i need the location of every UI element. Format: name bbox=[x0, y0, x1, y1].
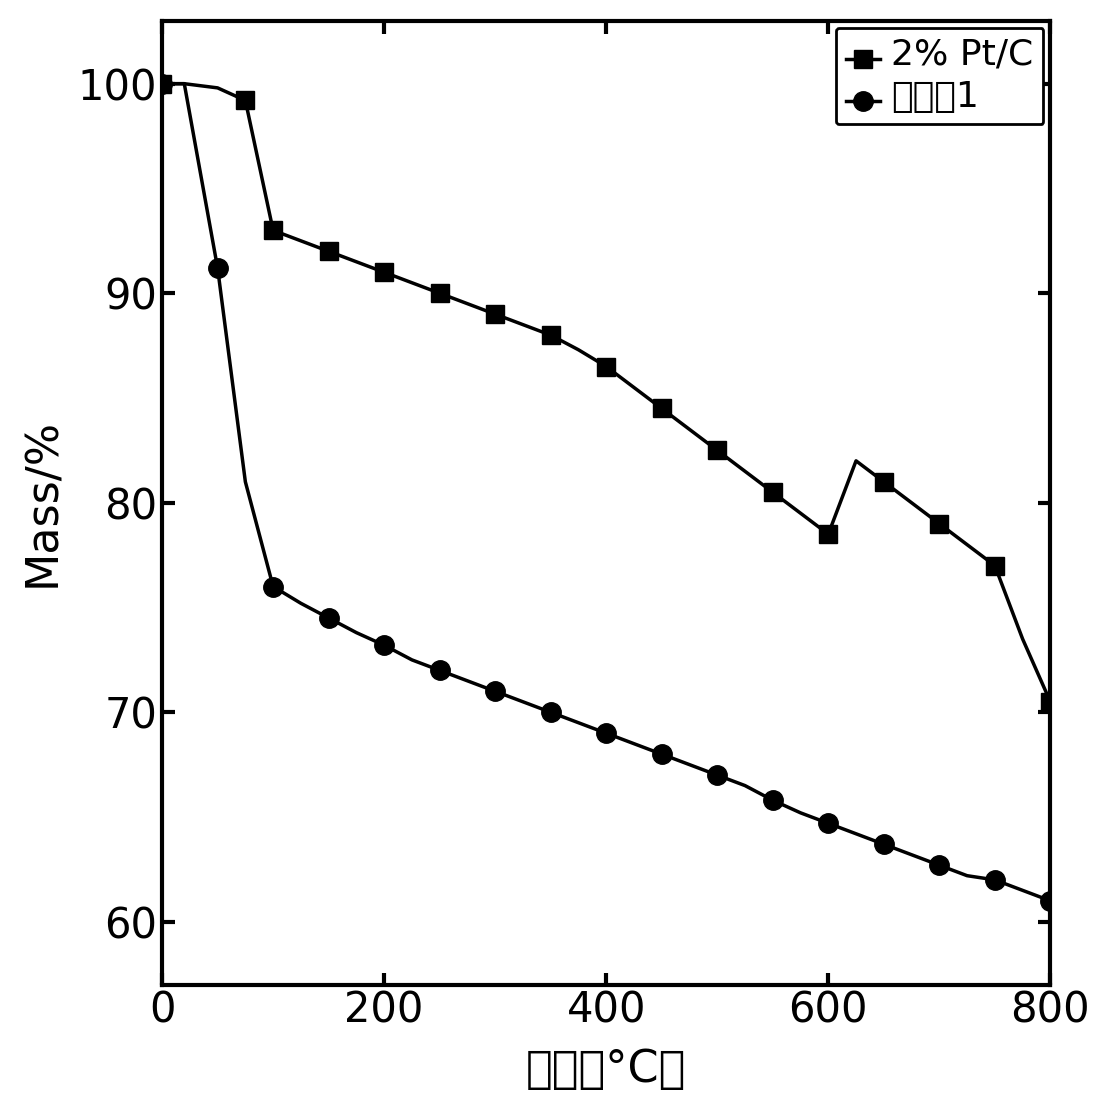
Y-axis label: Mass/%: Mass/% bbox=[21, 418, 63, 587]
Legend: 2% Pt/C, 实施例1: 2% Pt/C, 实施例1 bbox=[835, 28, 1043, 123]
X-axis label: 温度（°C）: 温度（°C） bbox=[526, 1049, 687, 1091]
